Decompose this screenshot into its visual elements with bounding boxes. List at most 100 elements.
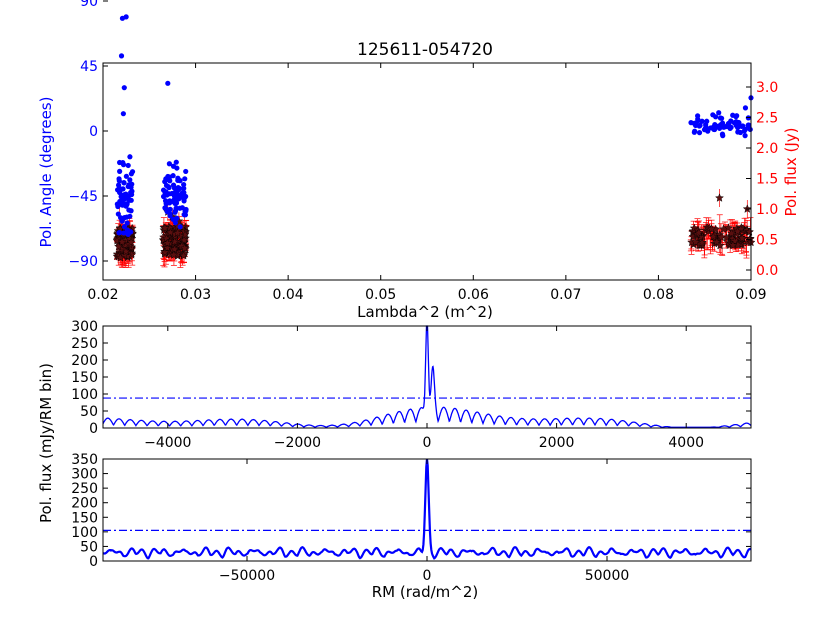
rmsf-line: [102, 458, 752, 560]
flux-point: [114, 241, 124, 251]
flux-point: [179, 250, 189, 260]
y-tick-label-3: 250: [71, 481, 98, 497]
angle-point: [116, 178, 122, 184]
angle-point: [114, 201, 120, 207]
right-tick-label: 0.0: [756, 263, 778, 279]
angle-point: [688, 120, 694, 126]
angle-point: [164, 208, 170, 215]
x-tick-label: 0.02: [87, 287, 118, 303]
angle-point: [121, 224, 128, 230]
angle-point: [117, 159, 123, 166]
angle-point: [175, 175, 181, 181]
angle-point: [120, 111, 126, 117]
angle-point: [734, 113, 740, 119]
pol-flux-points: [112, 189, 756, 268]
angle-point: [181, 212, 187, 218]
x-axis-ticks-2: −4000 −2000 0 2000 4000: [144, 326, 704, 451]
angle-point: [742, 133, 748, 139]
angle-point: [716, 110, 722, 116]
angle-point: [171, 185, 178, 191]
right-axis-label: Pol. flux (Jy): [782, 128, 800, 217]
angle-point: [167, 198, 173, 204]
angle-point: [173, 189, 179, 196]
x-tick-label: 0.09: [735, 287, 766, 303]
angle-point: [713, 114, 719, 120]
right-tick-label: 1.0: [756, 202, 778, 218]
flux-point: [169, 250, 179, 259]
angle-point: [170, 163, 177, 169]
rm-spectrum-line: [102, 325, 752, 428]
plot-frame: [102, 62, 752, 281]
angle-point: [182, 176, 188, 182]
angle-point: [117, 168, 123, 174]
angle-point: [727, 125, 733, 131]
y-tick-label-2: 100: [71, 387, 98, 403]
angle-point: [121, 85, 127, 91]
angle-point: [120, 162, 127, 168]
y-tick-label-3: 100: [71, 525, 98, 541]
flux-point: [112, 236, 122, 245]
angle-point: [164, 192, 170, 198]
angle-point: [735, 121, 741, 127]
angle-point: [728, 118, 734, 124]
right-axis-ticks: 3.0 2.5 2.0 1.5 1.0 0.5 0.0: [746, 80, 778, 279]
left-tick-label: 45: [80, 59, 98, 75]
y-tick-label-2: 300: [71, 319, 98, 335]
angle-point: [696, 130, 703, 136]
angle-point: [742, 126, 749, 132]
flux-point: [116, 252, 125, 262]
y-tick-label-3: 150: [71, 510, 98, 526]
shared-y-axis-label: Pol. flux (mJy/RM bin): [37, 363, 55, 523]
flux-point: [727, 228, 736, 238]
x-tick-label-3: 50000: [585, 568, 630, 584]
angle-point: [117, 230, 123, 236]
flux-point: [162, 238, 172, 248]
flux-point: [170, 244, 179, 254]
angle-point: [695, 113, 701, 119]
angle-point: [121, 179, 127, 186]
angle-point: [166, 161, 172, 167]
y-tick-label-2: 250: [71, 336, 98, 352]
flux-point: [160, 223, 170, 232]
right-tick-label: 2.0: [756, 141, 778, 157]
angle-point: [128, 208, 134, 214]
angle-point: [181, 181, 187, 188]
flux-point: [724, 223, 733, 232]
angle-point: [720, 133, 726, 139]
flux-point: [173, 228, 183, 237]
flux-point: [180, 230, 190, 239]
angle-point: [170, 216, 176, 222]
angle-point: [696, 123, 702, 129]
flux-point: [728, 240, 738, 250]
angle-point: [121, 201, 127, 207]
flux-point: [165, 227, 175, 237]
angle-point: [128, 171, 134, 177]
x-tick-label: 0.05: [365, 287, 396, 303]
angle-point: [116, 185, 122, 192]
angle-point: [129, 191, 135, 198]
right-tick-label: 2.5: [756, 111, 778, 127]
angle-point: [128, 197, 134, 203]
angle-point: [178, 193, 184, 199]
angle-point: [127, 154, 133, 160]
angle-point: [746, 123, 752, 129]
x-tick-label: 0.07: [550, 287, 581, 303]
angle-point: [179, 205, 185, 211]
x-tick-label-2: −2000: [274, 435, 321, 451]
angle-point: [181, 185, 187, 191]
angle-point: [117, 215, 124, 221]
x-tick-label: 0.06: [458, 287, 489, 303]
x-axis-label: Lambda^2 (m^2): [357, 303, 493, 321]
right-tick-label: 1.5: [756, 172, 778, 188]
angle-point: [735, 129, 741, 135]
angle-point: [127, 177, 133, 183]
angle-point: [165, 80, 171, 86]
x-tick-label: 0.08: [643, 287, 674, 303]
x-tick-label-2: 0: [423, 435, 432, 451]
flux-point: [162, 243, 172, 252]
right-tick-label: 0.5: [756, 233, 778, 249]
left-tick-label: −90: [68, 254, 98, 270]
right-tick-label: 3.0: [756, 80, 778, 96]
angle-point: [699, 118, 705, 124]
